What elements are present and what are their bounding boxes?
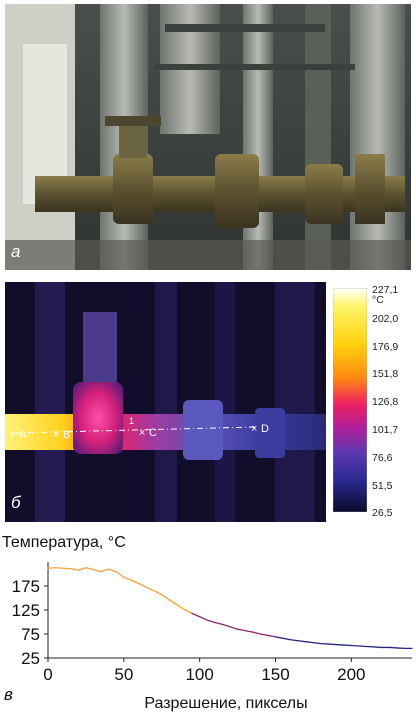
- panel-letter-b: б: [11, 493, 22, 512]
- temperature-line-segment: [183, 608, 193, 615]
- temperature-line-segment: [77, 567, 87, 571]
- temperature-line-segment: [252, 631, 261, 635]
- x-tick-label: 100: [185, 665, 213, 684]
- svg-text:A: A: [19, 429, 27, 441]
- temperature-line-segment: [312, 641, 322, 645]
- temperature-line-segment: [108, 568, 117, 573]
- scale-tick-5: 101,7: [372, 424, 399, 436]
- temperature-line-segment: [290, 639, 299, 642]
- panel-letter-c: в: [4, 685, 13, 704]
- temperature-line-segment: [138, 582, 148, 589]
- x-tick-label: 150: [261, 665, 289, 684]
- scale-tick-4: 126,8: [372, 396, 399, 408]
- thermogram: × A × B × C × D 1 б: [5, 282, 326, 522]
- point-c: × C: [139, 427, 157, 439]
- scale-tick-2: 176,9: [372, 341, 399, 353]
- scale-tick-6: 76,6: [372, 452, 393, 464]
- point-d: × D: [251, 423, 269, 435]
- temperature-line-segment: [244, 629, 254, 633]
- temperature-line-segment: [85, 567, 95, 571]
- temperature-line-segment: [206, 619, 216, 624]
- x-axis-label: Разрешение, пикселы: [144, 695, 307, 712]
- temperature-line-segment: [92, 569, 102, 573]
- temperature-line-segment: [199, 616, 208, 621]
- scale-tick-7: 51,5: [372, 480, 393, 492]
- svg-text:×: ×: [9, 429, 15, 441]
- temperature-line-segment: [123, 576, 133, 581]
- temperature-line-segment: [130, 579, 140, 585]
- y-tick-label: 175: [12, 577, 40, 596]
- temperature-line-segment: [176, 604, 186, 611]
- scale-tick-0: 227,1: [372, 284, 399, 296]
- scale-tick-3: 151,8: [372, 368, 399, 380]
- x-tick-label: 0: [43, 665, 52, 684]
- svg-text:×: ×: [251, 423, 257, 435]
- temperature-line-segment: [100, 568, 110, 573]
- temperature-line-segment: [297, 640, 307, 643]
- scale-unit: °C: [372, 294, 384, 306]
- temperature-line-segment: [153, 590, 163, 596]
- panel-letter-a: а: [11, 242, 20, 261]
- temperature-line-segment: [236, 628, 246, 632]
- temperature-line-segment: [305, 641, 315, 644]
- temperature-line-segment: [115, 570, 125, 579]
- temperature-line-segment: [221, 623, 231, 628]
- marker-1: 1: [129, 416, 134, 426]
- temperature-line-segment: [191, 612, 201, 618]
- temperature-line-segment: [229, 626, 239, 630]
- scale-tick-8: 26,5: [372, 507, 393, 519]
- svg-text:×: ×: [53, 429, 59, 441]
- temperature-profile-chart: 0 50 100 150 200 25 75 125 175 в Разрешение, пик…: [4, 562, 413, 712]
- svg-text:C: C: [149, 427, 157, 439]
- temperature-line-segment: [145, 586, 155, 592]
- point-a: × A: [9, 429, 27, 441]
- temperature-line-segment: [282, 637, 292, 641]
- svg-text:B: B: [63, 429, 70, 441]
- temperature-scale-bar: [333, 288, 367, 512]
- point-b: × B: [53, 429, 70, 441]
- scale-tick-1: 202,0: [372, 313, 399, 325]
- y-tick-label: 75: [21, 625, 40, 644]
- temperature-line-segment: [214, 621, 224, 626]
- chart-title: Температура, °C: [2, 534, 126, 551]
- temperature-line-segment: [70, 568, 79, 571]
- y-tick-label: 125: [12, 601, 40, 620]
- pipe-photo: а: [5, 4, 411, 270]
- svg-text:D: D: [261, 423, 269, 435]
- temperature-line-segment: [161, 593, 170, 601]
- x-tick-label: 200: [337, 665, 365, 684]
- temperature-line-segment: [259, 633, 269, 637]
- temperature-line-segment: [274, 636, 284, 639]
- x-tick-label: 50: [114, 665, 133, 684]
- y-tick-label: 25: [21, 649, 40, 668]
- temperature-line-segment: [168, 599, 178, 606]
- svg-text:×: ×: [139, 427, 145, 439]
- temperature-line-segment: [267, 634, 277, 638]
